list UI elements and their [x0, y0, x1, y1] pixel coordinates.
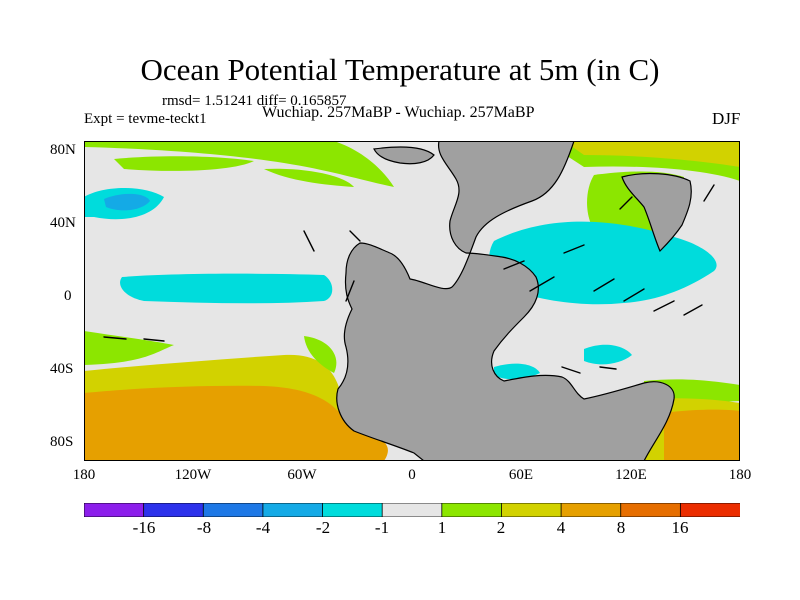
light-green-band-south — [84, 331, 174, 365]
colorbar-label: -8 — [196, 518, 212, 537]
sky-blue-core-nw — [104, 193, 150, 211]
colorbar-swatch — [83, 502, 145, 518]
colorbar-label: 2 — [496, 518, 506, 537]
comparison-label: Wuchiap. 257MaBP - Wuchiap. 257MaBP — [262, 104, 535, 121]
light-green-band-north — [84, 141, 394, 187]
colorbar-label: -4 — [255, 518, 271, 537]
northern-landmass — [373, 146, 435, 165]
olive-band-ne — [564, 141, 740, 167]
colorbar-label: -2 — [315, 518, 331, 537]
colorbar-swatch — [441, 502, 503, 518]
lon-label-180w: 180 — [72, 467, 96, 483]
island-outlines — [103, 184, 715, 374]
lon-label-180e: 180 — [728, 467, 752, 483]
orange-band-se — [664, 409, 740, 461]
cyan-patch-south — [494, 363, 540, 380]
colorbar-swatch — [262, 502, 324, 518]
colorbar-swatch — [322, 502, 384, 518]
colorbar-swatch — [501, 502, 562, 518]
stats-label: rmsd= 1.51241 diff= 0.165857 — [162, 93, 347, 109]
colorbar-swatch — [381, 502, 443, 518]
temperature-map — [84, 141, 740, 461]
colorbar-swatch — [679, 502, 741, 518]
lon-label-120e: 120E — [615, 467, 647, 483]
cyan-patch-wtropics — [120, 273, 333, 304]
colorbar-label: 1 — [437, 518, 447, 537]
colorbar-label: 16 — [671, 518, 689, 537]
lon-label-0: 0 — [408, 467, 416, 483]
lat-label-40s: 40S — [50, 361, 74, 377]
colorbar-swatch — [620, 502, 682, 518]
colorbar-label: -16 — [132, 518, 156, 537]
light-green-patch-sw — [304, 336, 337, 373]
light-green-blob-n1 — [114, 156, 254, 171]
season-label: DJF — [712, 109, 741, 128]
lat-label-80n: 80N — [50, 142, 76, 158]
plot-title: Ocean Potential Temperature at 5m (in C) — [140, 52, 660, 87]
east-landmass — [621, 172, 692, 253]
experiment-label: Expt = tevme-teckt1 — [84, 111, 207, 127]
lat-label-40n: 40N — [50, 215, 76, 231]
colorbar-swatch — [143, 502, 205, 518]
colorbar-label: 8 — [616, 518, 626, 537]
colorbar-label: 4 — [556, 518, 566, 537]
lon-label-120w: 120W — [174, 467, 212, 483]
orange-band-south — [84, 385, 388, 461]
pangaea-landmass — [336, 141, 675, 461]
lon-label-60e: 60E — [508, 467, 534, 483]
lat-label-80s: 80S — [50, 434, 74, 450]
lon-label-60w: 60W — [287, 467, 317, 483]
cyan-patch-sw-asia — [584, 344, 632, 365]
colorbar-swatch — [560, 502, 622, 518]
colorbar — [83, 502, 741, 518]
colorbar-swatch — [202, 502, 264, 518]
lat-label-eq: 0 — [64, 288, 72, 304]
light-green-blob-n2 — [264, 168, 354, 187]
colorbar-label: -1 — [374, 518, 390, 537]
colorbar-svg — [83, 502, 741, 518]
map-frame — [84, 141, 740, 461]
